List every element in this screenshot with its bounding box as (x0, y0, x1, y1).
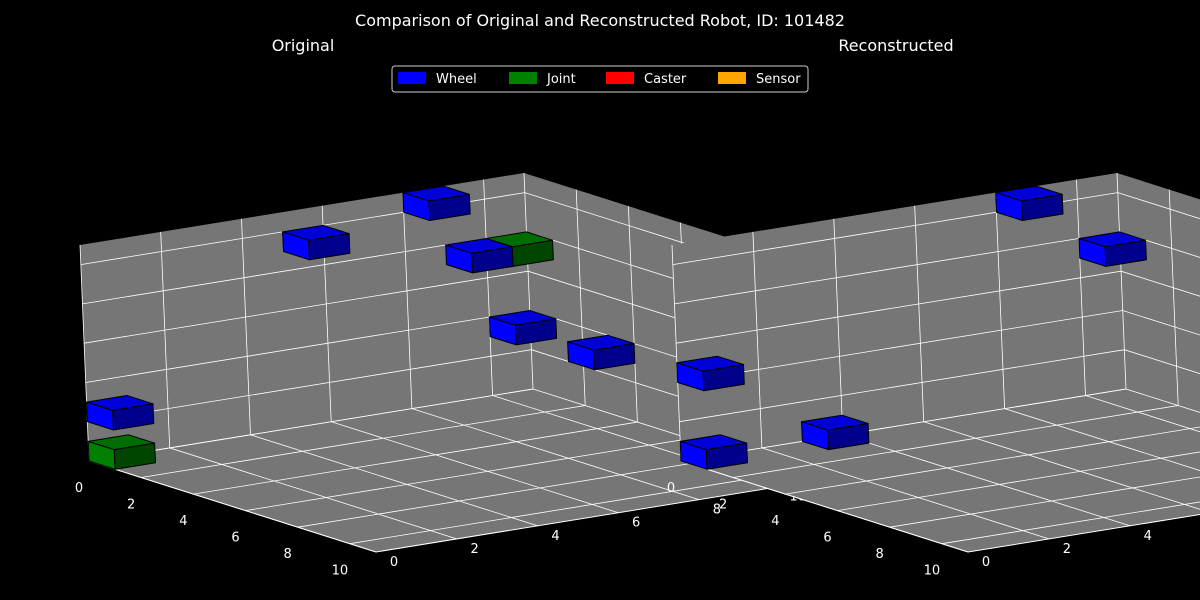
legend-frame (391, 65, 809, 93)
original-grid-x (193, 206, 638, 495)
original-x-tick-label: 2 (127, 498, 135, 513)
original-voxel-wheel (282, 224, 351, 261)
reconstructed-grid-z (677, 310, 1200, 383)
original-y-tick-label: 0 (390, 555, 398, 570)
original-y-tick-label: 8 (713, 503, 721, 518)
original-grid-y (241, 218, 538, 527)
reconstructed-voxel-wheel (801, 414, 870, 451)
reconstructed-grid-x (889, 476, 1200, 528)
legend-label-sensor: Sensor (756, 72, 801, 87)
reconstructed-grid-x (941, 501, 1200, 545)
reconstructed-x-tick-label: 2 (719, 498, 727, 513)
reconstructed-grid-y (914, 205, 1200, 510)
legend-label-joint: Joint (546, 72, 576, 87)
reconstructed-voxel-wheel (676, 355, 745, 392)
original-grid-y (321, 205, 619, 514)
original-voxel-wheel (86, 395, 155, 431)
original-voxel-wheel (402, 185, 471, 221)
reconstructed-grid-z (679, 349, 1200, 423)
reconstructed-title: Reconstructed (838, 36, 953, 55)
original-voxel-wheel (445, 238, 514, 274)
legend-label-wheel: Wheel (436, 72, 477, 87)
original-grid-y (402, 192, 700, 500)
reconstructed-x-tick-label: 0 (667, 481, 675, 496)
reconstructed-grid-z (676, 270, 1200, 344)
original-grid-x (141, 189, 586, 478)
original-x-tick-label: 0 (75, 481, 83, 496)
reconstructed-x-axis-line (680, 460, 969, 553)
original-grid-y (160, 231, 457, 540)
reconstructed-grid-x (733, 189, 1179, 478)
legend-label-caster: Caster (644, 72, 687, 87)
reconstructed-voxel-wheel (1078, 231, 1147, 267)
original-y-tick-label: 2 (471, 542, 479, 557)
reconstructed-x-tick-label: 4 (771, 514, 779, 529)
reconstructed-x-tick-label: 8 (876, 547, 884, 562)
reconstructed-grid-y (752, 231, 1050, 540)
reconstructed-y-tick-label: 0 (982, 555, 990, 570)
reconstructed-grid-x (837, 451, 1200, 511)
original-x-tick-label: 6 (231, 531, 239, 546)
original-voxel-wheel (567, 334, 636, 371)
reconstructed-back-pane (1117, 173, 1200, 413)
original-x-tick-label: 8 (284, 547, 292, 562)
legend-swatch-sensor (718, 72, 746, 84)
original-x-axis-line (88, 460, 377, 553)
original-voxel-joint (87, 434, 156, 470)
reconstructed-x-tick-label: 10 (924, 564, 941, 579)
original-floor-pane (89, 389, 820, 552)
original-title: Original (272, 36, 335, 55)
reconstructed-y-tick-label: 2 (1063, 542, 1071, 557)
reconstructed-grid-x (785, 426, 1200, 495)
legend-swatch-joint (509, 72, 537, 84)
original-y-axis-line (375, 479, 821, 553)
reconstructed-left-pane (672, 173, 1126, 461)
reconstructed-x-tick-label: 6 (823, 531, 831, 546)
reconstructed-voxel-wheel (679, 434, 748, 470)
original-voxel-wheel (488, 310, 558, 346)
reconstructed-grid-y (995, 192, 1200, 471)
reconstructed-grid-z (672, 192, 1200, 265)
original-y-tick-label: 4 (551, 529, 559, 544)
reconstructed-voxel-wheel (995, 185, 1064, 221)
legend-swatch-caster (606, 72, 634, 84)
legend-swatch-wheel (398, 72, 426, 84)
original-x-tick-label: 10 (332, 564, 349, 579)
reconstructed-y-tick-label: 4 (1144, 529, 1152, 544)
original-y-tick-label: 6 (632, 516, 640, 531)
figure-title: Comparison of Original and Reconstructed… (355, 11, 845, 30)
original-x-tick-label: 4 (179, 514, 187, 529)
original-left-pane (80, 173, 533, 461)
reconstructed-y-axis-line (967, 513, 1200, 553)
reconstructed-axes: Reconstructed 024681002468100246810 (667, 36, 1200, 579)
legend: Wheel Joint Caster Sensor (391, 65, 809, 93)
